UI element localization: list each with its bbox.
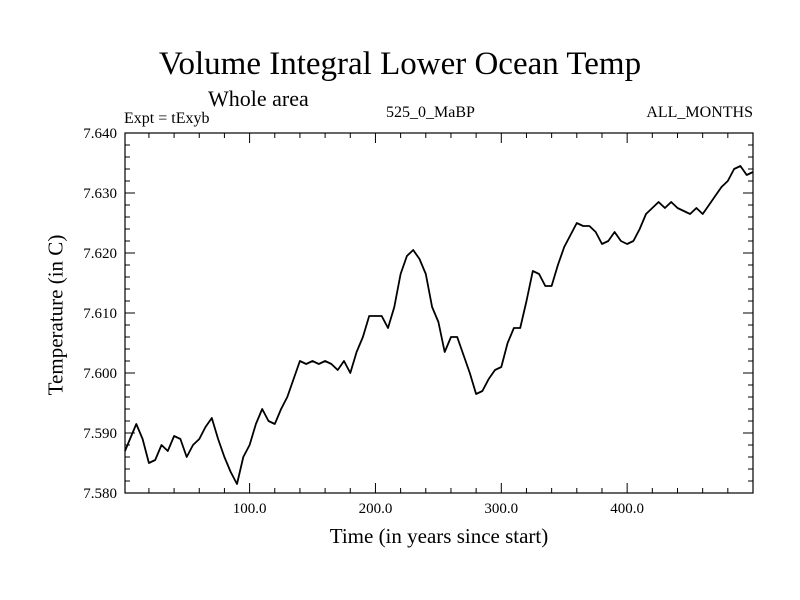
x-tick-label: 200.0 [359, 501, 393, 517]
chart-subtitle: Whole area [208, 86, 309, 111]
y-tick-label: 7.580 [83, 486, 117, 502]
x-axis-label: Time (in years since start) [329, 524, 549, 548]
run-label: 525_0_MaBP [386, 104, 475, 121]
series-line [124, 165, 754, 485]
chart-title: Volume Integral Lower Ocean Temp [158, 46, 642, 82]
y-tick-label: 7.620 [83, 246, 117, 262]
x-tick-label: 300.0 [484, 501, 518, 517]
months-label: ALL_MONTHS [646, 104, 753, 121]
experiment-label: Expt = tExyb [124, 110, 210, 127]
y-tick-label: 7.610 [83, 306, 117, 322]
y-tick-label: 7.590 [83, 426, 117, 442]
x-tick-label: 100.0 [233, 501, 267, 517]
y-tick-label: 7.600 [83, 366, 117, 382]
y-tick-label: 7.630 [83, 186, 117, 202]
y-tick-label: 7.640 [83, 126, 117, 142]
plot-frame [124, 132, 754, 494]
x-tick-label: 400.0 [610, 501, 644, 517]
